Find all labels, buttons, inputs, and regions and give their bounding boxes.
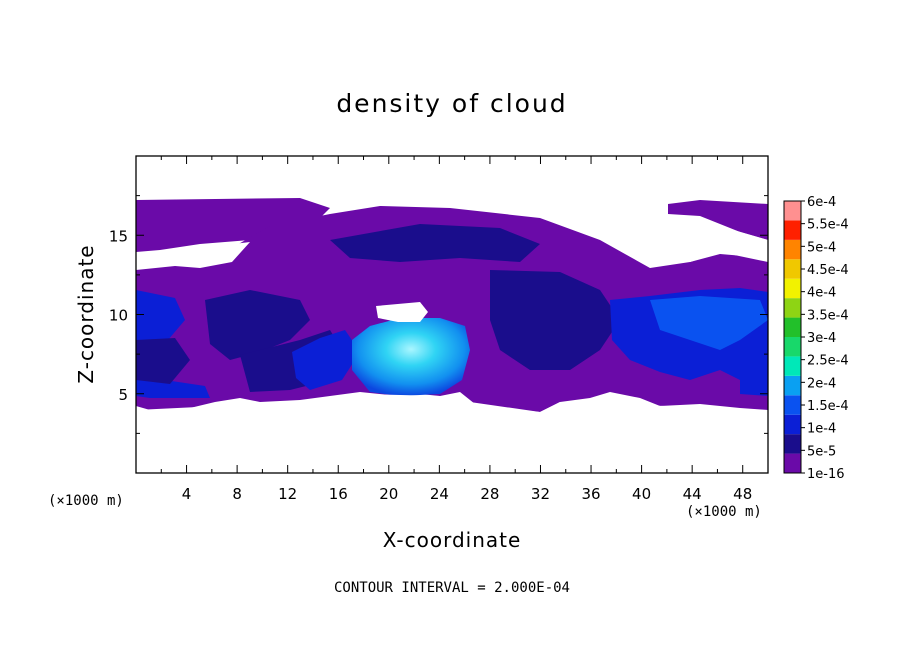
band-far-right (650, 296, 768, 350)
colorbar-label: 5.5e-4 (807, 218, 849, 233)
band-right-dark (490, 270, 620, 370)
x-tick-label: 32 (531, 485, 550, 503)
x-tick-label: 44 (683, 485, 702, 503)
colorbar-swatch (784, 259, 801, 279)
band-mid-dark-1 (205, 290, 310, 360)
x-axis-ticks: 4 8 12 16 20 24 28 32 36 40 44 48 (160, 156, 752, 503)
y-tick-label: 15 (109, 227, 128, 245)
x-tick-label: 48 (733, 485, 752, 503)
band-mid-blue (292, 330, 360, 390)
colorbar-swatch (784, 434, 801, 454)
colorbar-swatch (784, 239, 801, 260)
x-tick-label: 4 (182, 485, 192, 503)
x-tick-label: 36 (581, 485, 600, 503)
colorbar-swatch (784, 337, 801, 357)
x-unit-left: (×1000 m) (48, 493, 124, 509)
x-tick-label: 20 (379, 485, 398, 503)
colorbar-label: 2e-4 (807, 376, 836, 391)
y-tick-label: 10 (109, 307, 128, 325)
colorbar-swatch (784, 356, 801, 376)
colorbar-label: 4.5e-4 (807, 263, 849, 278)
dense-core-region (352, 318, 470, 396)
x-tick-label: 12 (278, 485, 297, 503)
y-tick-label: 5 (118, 386, 128, 404)
colorbar-swatch (784, 375, 801, 396)
colorbar-swatch (784, 298, 801, 318)
band-lower-left (136, 338, 190, 384)
band-upper-mid (330, 224, 540, 262)
y-axis-ticks: 5 10 15 (109, 195, 768, 434)
band-upper-right (668, 200, 768, 240)
x-tick-label: 28 (480, 485, 499, 503)
band-upper-left (136, 198, 330, 252)
colorbar-label: 6e-4 (807, 195, 836, 210)
y-axis-label: Z-coordinate (74, 244, 98, 383)
x-tick-label: 8 (232, 485, 242, 503)
colorbar-swatch (784, 220, 801, 240)
colorbar-label: 1e-4 (807, 422, 836, 437)
x-tick-label: 40 (632, 485, 651, 503)
colorbar-label: 3e-4 (807, 331, 836, 346)
clear-air-lower (136, 394, 768, 473)
colorbar-swatch (784, 414, 801, 435)
contour-interval-note: CONTOUR INTERVAL = 2.000E-04 (334, 580, 570, 596)
x-tick-label: 24 (430, 485, 449, 503)
colorbar-label: 1e-16 (807, 467, 845, 482)
gap-near-core (376, 302, 428, 322)
colorbar-label: 5e-5 (807, 444, 836, 459)
colorbar-label: 2.5e-4 (807, 354, 849, 369)
gap-left (136, 242, 250, 270)
chart-title: density of cloud (336, 89, 567, 118)
x-axis-label: X-coordinate (383, 528, 522, 552)
clear-air-upper (136, 156, 768, 202)
colorbar-label: 4e-4 (807, 286, 836, 301)
colorbar-swatch (784, 395, 801, 415)
colorbar-swatch (784, 201, 801, 221)
x-unit-right: (×1000 m) (686, 504, 762, 520)
colorbar-label: 1.5e-4 (807, 399, 849, 414)
colorbar-label: 5e-4 (807, 240, 836, 255)
x-tick-label: 16 (329, 485, 348, 503)
colorbar-swatch (784, 278, 801, 299)
colorbar-swatch (784, 317, 801, 337)
colorbar: 1e-16 5e-5 1e-4 1.5e-4 2e-4 2.5e-4 3e-4 3.5e-4 4… (783, 195, 849, 482)
colorbar-label: 3.5e-4 (807, 308, 849, 323)
colorbar-swatch (784, 453, 801, 473)
gap-right (660, 226, 768, 262)
